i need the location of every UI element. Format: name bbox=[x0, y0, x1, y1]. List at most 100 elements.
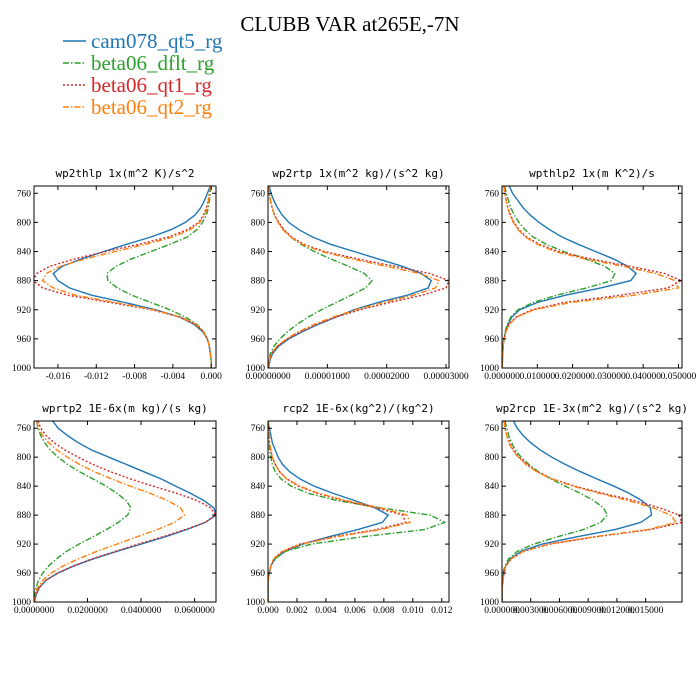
y-tick-label: 960 bbox=[251, 569, 266, 579]
plot-frame bbox=[33, 185, 217, 369]
series-line-2 bbox=[502, 421, 609, 602]
series-line-1 bbox=[268, 421, 390, 602]
x-tick-label: 0.00001000 bbox=[305, 372, 350, 382]
x-tick-label: 0.008 bbox=[373, 606, 395, 616]
y-tick-label: 960 bbox=[17, 569, 32, 579]
plot-frame bbox=[501, 420, 683, 603]
panel-3: wpthlp2 1x(m K^2)/s 760 800 840 880 920 960 100… bbox=[480, 167, 697, 382]
x-tick-label: 0.012 bbox=[431, 606, 453, 616]
y-tick-label: 920 bbox=[485, 306, 500, 316]
y-tick-label: 760 bbox=[17, 189, 32, 199]
x-tick-label: 0.040000 bbox=[625, 372, 661, 382]
series-line-1 bbox=[52, 186, 212, 368]
y-tick-label: 880 bbox=[485, 511, 500, 521]
series-line-2 bbox=[502, 186, 616, 368]
y-tick-label: 800 bbox=[485, 453, 500, 463]
y-tick-label: 1000 bbox=[246, 364, 265, 374]
y-tick-label: 920 bbox=[485, 540, 500, 550]
x-tick-label: 0.010000 bbox=[519, 372, 555, 382]
y-tick-label: 800 bbox=[251, 453, 266, 463]
series-line-4 bbox=[502, 421, 678, 602]
y-tick-label: 920 bbox=[251, 540, 266, 550]
x-tick-label: 0.00000000 bbox=[245, 372, 290, 382]
y-tick-label: 880 bbox=[17, 277, 32, 287]
panel-6: wp2rcp 1E-3x(m^2 kg)/(s^2 kg) 760 800 840 88… bbox=[480, 402, 688, 616]
series-group bbox=[34, 421, 216, 602]
y-tick-label: 1000 bbox=[246, 598, 265, 608]
y-tick-label: 840 bbox=[485, 482, 500, 492]
panel-title: wp2thlp 1x(m^2 K)/s^2 bbox=[55, 167, 194, 180]
y-tick-label: 920 bbox=[17, 306, 32, 316]
series-line-4 bbox=[34, 421, 186, 602]
y-tick-label: 760 bbox=[485, 189, 500, 199]
panel-title: wpthlp2 1x(m K^2)/s bbox=[529, 167, 655, 180]
series-line-4 bbox=[268, 421, 411, 602]
x-tick-label: -0.012 bbox=[84, 372, 109, 382]
y-tick-label: 1000 bbox=[12, 364, 31, 374]
series-line-1 bbox=[502, 186, 638, 368]
x-tick-label: 0.000000 bbox=[484, 372, 520, 382]
y-tick-label: 760 bbox=[251, 189, 266, 199]
x-tick-label: 0.003000 bbox=[513, 606, 549, 616]
x-tick-label: -0.004 bbox=[161, 372, 186, 382]
x-tick-label: 0.000 bbox=[257, 606, 279, 616]
y-tick-label: 960 bbox=[485, 569, 500, 579]
legend-label: beta06_qt1_rg bbox=[91, 73, 212, 97]
x-tick-label: 0.00002000 bbox=[364, 372, 409, 382]
plot-frame bbox=[267, 185, 450, 369]
y-tick-label: 840 bbox=[485, 248, 500, 258]
series-line-4 bbox=[268, 186, 440, 368]
figure-title: CLUBB VAR at265E,-7N bbox=[240, 12, 459, 36]
series-line-3 bbox=[502, 421, 682, 602]
y-tick-label: 760 bbox=[485, 424, 500, 434]
y-tick-label: 880 bbox=[17, 511, 32, 521]
y-tick-label: 840 bbox=[251, 482, 266, 492]
x-tick-label: 0.020000 bbox=[555, 372, 591, 382]
x-tick-label: -0.016 bbox=[46, 372, 71, 382]
panel-title: wprtp2 1E-6x(m kg)/(s kg) bbox=[42, 402, 208, 415]
legend: cam078_qt5_rgbeta06_dflt_rgbeta06_qt1_rg… bbox=[63, 29, 223, 119]
y-tick-label: 1000 bbox=[12, 598, 31, 608]
series-line-3 bbox=[268, 186, 449, 368]
series-line-4 bbox=[41, 186, 212, 368]
y-tick-label: 880 bbox=[251, 277, 266, 287]
x-tick-label: 0.00003000 bbox=[423, 372, 468, 382]
y-tick-label: 960 bbox=[485, 335, 500, 345]
panel-5: rcp2 1E-6x(kg^2)/(kg^2) 760 800 840 880 920 96… bbox=[246, 402, 453, 616]
panel-1: wp2thlp 1x(m^2 K)/s^2 760 800 840 880 920 960 1… bbox=[12, 167, 222, 382]
y-tick-label: 800 bbox=[17, 453, 32, 463]
x-tick-label: 0.002 bbox=[286, 606, 308, 616]
y-tick-label: 840 bbox=[17, 248, 32, 258]
x-tick-label: 0.000 bbox=[201, 372, 223, 382]
x-tick-label: -0.008 bbox=[122, 372, 147, 382]
legend-label: beta06_dflt_rg bbox=[91, 51, 215, 75]
panel-2: wp2rtp 1x(m^2 kg)/(s^2 kg) 760 800 840 880 92… bbox=[245, 167, 468, 382]
x-tick-label: 0.0400000 bbox=[121, 606, 162, 616]
series-line-3 bbox=[268, 421, 407, 602]
x-tick-label: 0.006000 bbox=[542, 606, 578, 616]
panel-title: wp2rtp 1x(m^2 kg)/(s^2 kg) bbox=[272, 167, 444, 180]
series-line-2 bbox=[34, 421, 132, 602]
x-tick-label: 0.0600000 bbox=[174, 606, 215, 616]
series-line-1 bbox=[268, 186, 433, 368]
x-tick-label: 0.010 bbox=[402, 606, 424, 616]
y-tick-label: 880 bbox=[251, 511, 266, 521]
y-tick-label: 800 bbox=[17, 218, 32, 228]
series-line-1 bbox=[502, 421, 653, 602]
y-tick-label: 920 bbox=[251, 306, 266, 316]
x-tick-label: 0.0000000 bbox=[14, 606, 55, 616]
x-tick-label: 0.050000 bbox=[661, 372, 697, 382]
y-tick-label: 800 bbox=[251, 218, 266, 228]
panel-4: wprtp2 1E-6x(m kg)/(s kg) 760 800 840 880 920… bbox=[12, 402, 217, 616]
y-tick-label: 760 bbox=[17, 424, 32, 434]
y-tick-label: 920 bbox=[17, 540, 32, 550]
legend-label: beta06_qt2_rg bbox=[91, 95, 212, 119]
x-tick-label: 0.030000 bbox=[590, 372, 626, 382]
panel-title: wp2rcp 1E-3x(m^2 kg)/(s^2 kg) bbox=[496, 402, 688, 415]
x-tick-label: 0.000000 bbox=[484, 606, 520, 616]
y-tick-label: 760 bbox=[251, 424, 266, 434]
series-line-2 bbox=[268, 421, 447, 602]
y-tick-label: 840 bbox=[251, 248, 266, 258]
plot-frame bbox=[33, 420, 217, 603]
